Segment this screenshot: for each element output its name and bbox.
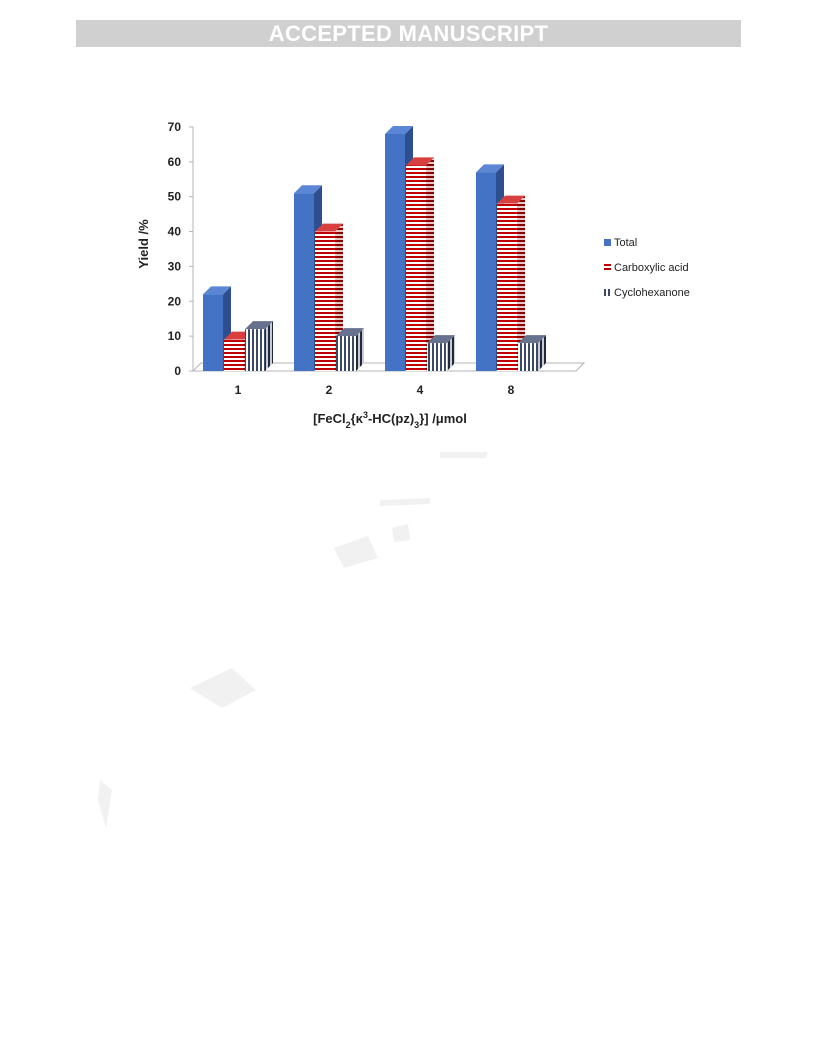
bar-side	[356, 328, 364, 371]
x-tick-label: 2	[326, 383, 333, 397]
bar-top	[203, 286, 231, 295]
y-tick-label: 70	[168, 120, 182, 134]
legend-swatch	[604, 264, 611, 271]
legend-swatch	[604, 239, 611, 246]
bar-front	[224, 339, 244, 371]
legend-label: Cyclohexanone	[614, 287, 690, 299]
y-tick-label: 60	[168, 155, 182, 169]
bar-front	[406, 165, 426, 371]
bar-front	[245, 329, 265, 371]
bar-cyclohexanone-8	[518, 335, 546, 371]
bar-carboxylic-acid-8	[497, 195, 525, 371]
bar-front	[518, 343, 538, 371]
bar-top	[315, 223, 343, 232]
x-tick-label: 8	[508, 383, 515, 397]
bar-top	[497, 195, 525, 204]
bar-side	[517, 195, 525, 371]
bar-carboxylic-acid-4	[406, 157, 434, 371]
y-tick-label: 10	[168, 329, 182, 343]
legend-swatch	[604, 289, 611, 296]
y-tick-label: 50	[168, 190, 182, 204]
bar-top	[294, 185, 322, 194]
bar-front	[203, 294, 223, 371]
legend-label: Total	[614, 237, 637, 249]
bar-top	[336, 328, 364, 337]
x-axis-label: [FeCl2{κ3-HC(pz)3}] /μmol	[313, 410, 467, 430]
legend-item-carboxylic-acid: Carboxylic acid	[604, 262, 689, 274]
bar-front	[497, 203, 517, 371]
bar-side	[538, 335, 546, 371]
bar-cyclohexanone-4	[427, 335, 455, 371]
bar-top	[476, 164, 504, 173]
bar-side	[265, 321, 273, 371]
y-tick-label: 0	[174, 364, 181, 378]
bar-front	[336, 336, 356, 371]
bar-front	[315, 231, 335, 371]
bar-top	[518, 335, 546, 344]
bar-side	[426, 157, 434, 371]
legend-label: Carboxylic acid	[614, 262, 689, 274]
legend-item-total: Total	[604, 237, 637, 249]
bar-top	[385, 125, 413, 134]
y-axis-label: Yield /%	[136, 219, 151, 269]
bar-side	[447, 335, 455, 371]
bar-front	[294, 193, 314, 371]
bar-front	[427, 343, 447, 371]
x-tick-label: 1	[235, 383, 242, 397]
x-tick-label: 4	[417, 383, 424, 397]
bar-cyclohexanone-1	[245, 321, 273, 371]
bar-top	[427, 335, 455, 344]
y-tick-label: 30	[168, 259, 182, 273]
y-tick-label: 20	[168, 294, 182, 308]
bar-front	[385, 133, 405, 371]
legend-item-cyclohexanone: Cyclohexanone	[604, 287, 690, 299]
accepted-manuscript-banner: ACCEPTED MANUSCRIPT	[76, 20, 741, 47]
bar-cyclohexanone-2	[336, 328, 364, 371]
y-tick-label: 40	[168, 225, 182, 239]
bar-top	[406, 157, 434, 166]
bar-top	[245, 321, 273, 330]
bar-front	[476, 172, 496, 371]
